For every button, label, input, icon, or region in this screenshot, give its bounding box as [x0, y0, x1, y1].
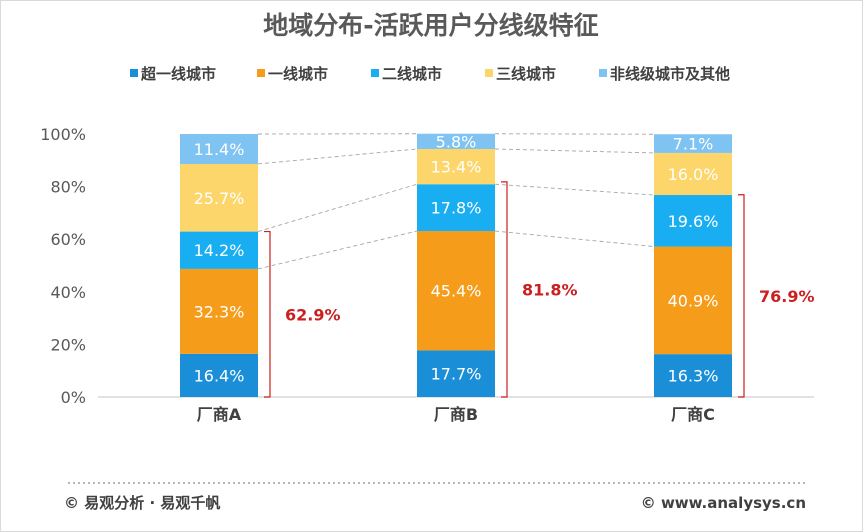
legend-label: 二线城市 [382, 65, 442, 83]
y-tick-label: 80% [50, 178, 86, 197]
bar-segment [180, 134, 258, 164]
x-tick-label: 厂商B [434, 405, 478, 424]
legend-swatch [371, 69, 379, 77]
x-tick-label: 厂商A [197, 405, 242, 424]
connector-line [257, 230, 418, 270]
annotation-label: 62.9% [285, 305, 341, 324]
bar-segment [180, 353, 258, 397]
connector-line [257, 148, 418, 165]
footer-right: © www.analysys.cn [641, 494, 806, 512]
connector-line [494, 183, 655, 196]
x-tick-label: 厂商C [671, 405, 715, 424]
y-tick-label: 0% [61, 388, 86, 407]
annotation-label: 76.9% [759, 287, 815, 306]
chart-title: 地域分布-活跃用户分线级特征 [263, 11, 598, 40]
bar-value-label: 16.0% [668, 165, 719, 184]
y-tick-label: 60% [50, 230, 86, 249]
bar-value-label: 13.4% [431, 158, 482, 177]
bar-segment [180, 268, 258, 354]
bar-value-label: 19.6% [668, 212, 719, 231]
bar-segment [654, 152, 732, 196]
legend-swatch [257, 69, 265, 77]
y-tick-label: 20% [50, 335, 86, 354]
connector-line [494, 133, 655, 135]
legend-label: 三线城市 [496, 65, 556, 83]
bar-segment [417, 350, 495, 397]
bar-segment [654, 134, 732, 153]
bar-segment [654, 246, 732, 355]
annotation-bracket [738, 194, 745, 398]
bar-value-label: 17.8% [431, 199, 482, 218]
y-tick-label: 40% [50, 283, 86, 302]
y-axis: 0% 20% 40% 60% 80% 100% [40, 125, 86, 407]
legend-swatch [485, 69, 493, 77]
bar-value-label: 5.8% [436, 132, 477, 151]
bar-value-label: 17.7% [431, 365, 482, 384]
connector-lines [257, 133, 655, 270]
bar-segment [417, 231, 495, 351]
bar-value-label: 40.9% [668, 291, 719, 310]
y-tick-label: 100% [40, 125, 86, 144]
annotation-bracket [264, 230, 271, 398]
bar-segment [417, 133, 495, 149]
legend-label: 非线级城市及其他 [610, 65, 730, 83]
legend-label: 一线城市 [268, 65, 328, 83]
bar-segment [654, 354, 732, 397]
bar-segment [417, 184, 495, 232]
bar-segment [654, 195, 732, 247]
x-axis: 厂商A 厂商B 厂商C [197, 405, 715, 424]
bar-segment [180, 231, 258, 269]
annotation-bracket [501, 181, 508, 398]
bar-value-label: 11.4% [194, 140, 245, 159]
bar-value-label: 25.7% [194, 189, 245, 208]
bar-value-label: 16.4% [194, 366, 245, 385]
legend-swatch [599, 69, 607, 77]
legend-swatch [130, 69, 138, 77]
connector-line [494, 148, 655, 154]
footer-left: © 易观分析 · 易观千帆 [64, 494, 220, 512]
bar-value-label: 45.4% [431, 282, 482, 301]
legend: 超一线城市 一线城市 二线城市 三线城市 非线级城市及其他 [130, 65, 730, 83]
annotations: 62.9% 81.8% 76.9% [264, 181, 815, 398]
bar-value-label: 14.2% [194, 241, 245, 260]
connector-line [257, 183, 418, 233]
bar-segment [417, 148, 495, 185]
bar-value-label: 7.1% [673, 135, 714, 154]
bars: 16.4% 32.3% 14.2% 25.7% 11.4% 17.7% 45.4% 17.8%… [180, 132, 732, 397]
bar-segment [180, 163, 258, 232]
connector-line [494, 230, 655, 248]
legend-label: 超一线城市 [140, 65, 216, 83]
bar-value-label: 32.3% [194, 302, 245, 321]
bar-value-label: 16.3% [668, 367, 719, 386]
annotation-label: 81.8% [522, 280, 578, 299]
